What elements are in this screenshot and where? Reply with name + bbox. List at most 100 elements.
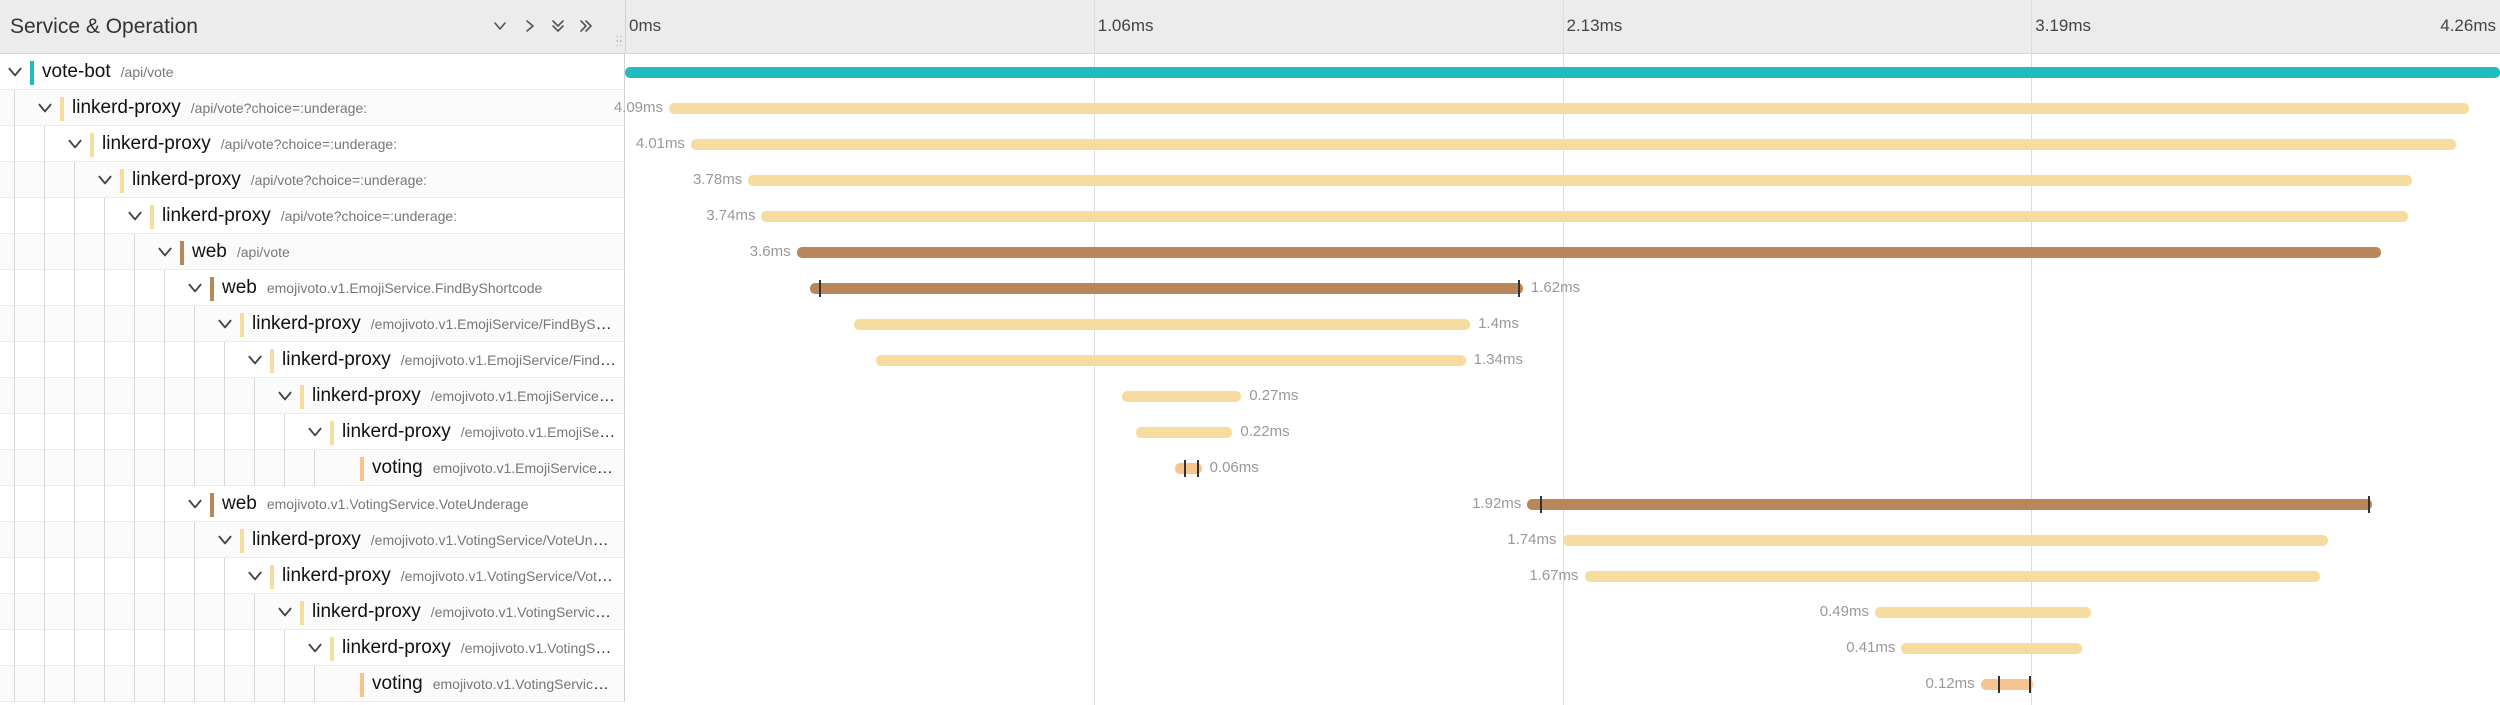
span-bar[interactable] [1527, 496, 2373, 513]
span-row[interactable]: vote-bot/api/vote [0, 54, 2500, 90]
span-timeline-cell[interactable]: 3.78ms [625, 162, 2500, 198]
expand-toggle-icon[interactable] [126, 207, 144, 225]
span-name-cell[interactable]: linkerd-proxy/emojivoto.v1.VotingService… [0, 594, 625, 630]
span-row[interactable]: web emojivoto.v1.VotingService.VoteUndera… [0, 486, 2500, 522]
span-name-cell[interactable]: linkerd-proxy/emojivoto.v1.EmojiService/… [0, 378, 625, 414]
span-timeline-cell[interactable]: 0.27ms [625, 378, 2500, 414]
span-name-cell[interactable]: linkerd-proxy/api/vote?choice=:underage: [0, 198, 625, 234]
span-bar[interactable] [1980, 676, 2034, 693]
span-row[interactable]: voting emojivoto.v1.EmojiService.FindBySh… [0, 450, 2500, 486]
span-bar[interactable] [1122, 391, 1242, 402]
span-row[interactable]: linkerd-proxy/api/vote?choice=:underage:… [0, 90, 2500, 126]
span-log-marker[interactable] [2029, 676, 2032, 693]
span-name-cell[interactable]: linkerd-proxy/api/vote?choice=:underage: [0, 126, 625, 162]
span-name-cell[interactable]: voting emojivoto.v1.EmojiService.FindBySh… [0, 450, 625, 486]
span-name-cell[interactable]: web/api/vote [0, 234, 625, 270]
span-bar[interactable] [1135, 427, 1233, 438]
span-bar[interactable] [1875, 607, 2091, 618]
expand-toggle-icon[interactable] [306, 423, 324, 441]
expand-toggle-icon[interactable] [96, 171, 114, 189]
span-name-cell[interactable]: vote-bot/api/vote [0, 54, 625, 90]
span-timeline-cell[interactable]: 3.74ms [625, 198, 2500, 234]
span-timeline-cell[interactable] [625, 54, 2500, 90]
span-bar[interactable] [761, 211, 2408, 222]
span-log-marker[interactable] [818, 280, 821, 297]
span-bar[interactable] [748, 175, 2412, 186]
expand-toggle-icon[interactable] [186, 279, 204, 297]
span-log-marker[interactable] [1518, 280, 1521, 297]
span-log-marker[interactable] [1183, 460, 1186, 477]
span-timeline-cell[interactable]: 3.6ms [625, 234, 2500, 270]
span-timeline-cell[interactable]: 4.01ms [625, 126, 2500, 162]
expand-toggle-icon[interactable] [36, 99, 54, 117]
expand-toggle-icon[interactable] [276, 387, 294, 405]
span-name-cell[interactable]: linkerd-proxy/api/vote?choice=:underage: [0, 90, 625, 126]
span-row[interactable]: linkerd-proxy/emojivoto.v1.EmojiService/… [0, 414, 2500, 450]
span-timeline-cell[interactable]: 0.22ms [625, 414, 2500, 450]
span-row[interactable]: linkerd-proxy/api/vote?choice=:underage:… [0, 198, 2500, 234]
span-timeline-cell[interactable]: 4.09ms [614, 90, 2500, 126]
span-name-cell[interactable]: linkerd-proxy/emojivoto.v1.VotingService… [0, 558, 625, 594]
span-row[interactable]: linkerd-proxy/emojivoto.v1.VotingService… [0, 558, 2500, 594]
span-log-marker[interactable] [1197, 460, 1200, 477]
expand-toggle-icon[interactable] [276, 603, 294, 621]
expand-all-icon[interactable] [574, 12, 598, 40]
span-timeline-cell[interactable]: 1.4ms [625, 306, 2500, 342]
span-name-cell[interactable]: web emojivoto.v1.VotingService.VoteUndera… [0, 486, 625, 522]
expand-toggle-icon[interactable] [246, 351, 264, 369]
expand-toggle-icon[interactable] [246, 567, 264, 585]
span-row[interactable]: linkerd-proxy/api/vote?choice=:underage:… [0, 126, 2500, 162]
span-log-marker[interactable] [2367, 496, 2370, 513]
column-resize-handle[interactable]: :::: [616, 33, 624, 48]
span-name-cell[interactable]: linkerd-proxy/emojivoto.v1.VotingService… [0, 630, 625, 666]
span-bar[interactable] [691, 139, 2456, 150]
span-row[interactable]: linkerd-proxy/emojivoto.v1.EmojiService/… [0, 306, 2500, 342]
span-bar[interactable] [853, 319, 1471, 330]
collapse-one-level-icon[interactable] [488, 12, 512, 40]
span-name-cell[interactable]: web emojivoto.v1.EmojiService.FindByShort… [0, 270, 625, 306]
span-bar[interactable] [1584, 571, 2320, 582]
span-timeline-cell[interactable]: 0.41ms [625, 630, 2500, 666]
span-bar[interactable] [875, 355, 1466, 366]
span-bar[interactable] [669, 103, 2470, 114]
span-timeline-cell[interactable]: 1.92ms [625, 486, 2500, 522]
span-timeline-cell[interactable]: 1.74ms [625, 522, 2500, 558]
span-timeline-cell[interactable]: 0.12ms [625, 666, 2500, 702]
span-row[interactable]: linkerd-proxy/emojivoto.v1.VotingService… [0, 594, 2500, 630]
span-timeline-cell[interactable]: 1.34ms [625, 342, 2500, 378]
expand-toggle-icon[interactable] [6, 63, 24, 81]
span-timeline-cell[interactable]: 1.67ms [625, 558, 2500, 594]
span-name-cell[interactable]: voting emojivoto.v1.VotingService.VoteUnd… [0, 666, 625, 702]
span-log-marker[interactable] [1998, 676, 2001, 693]
expand-toggle-icon[interactable] [186, 495, 204, 513]
span-timeline-cell[interactable]: 0.06ms [625, 450, 2500, 486]
span-row[interactable]: web emojivoto.v1.EmojiService.FindByShort… [0, 270, 2500, 306]
expand-toggle-icon[interactable] [66, 135, 84, 153]
span-bar[interactable] [1175, 460, 1202, 477]
collapse-all-icon[interactable] [546, 12, 570, 40]
span-row[interactable]: voting emojivoto.v1.VotingService.VoteUnd… [0, 666, 2500, 702]
expand-toggle-icon[interactable] [156, 243, 174, 261]
span-name-cell[interactable]: linkerd-proxy/emojivoto.v1.EmojiService/… [0, 414, 625, 450]
span-bar[interactable] [809, 280, 1523, 297]
expand-toggle-icon[interactable] [306, 639, 324, 657]
span-timeline-cell[interactable]: 1.62ms [625, 270, 2500, 306]
span-name-cell[interactable]: linkerd-proxy/emojivoto.v1.VotingService… [0, 522, 625, 558]
span-bar[interactable] [1562, 535, 2329, 546]
expand-toggle-icon[interactable] [216, 315, 234, 333]
expand-one-level-icon[interactable] [518, 12, 542, 40]
span-log-marker[interactable] [1540, 496, 1543, 513]
span-name-cell[interactable]: linkerd-proxy/api/vote?choice=:underage: [0, 162, 625, 198]
span-bar[interactable] [1901, 643, 2082, 654]
span-timeline-cell[interactable]: 0.49ms [625, 594, 2500, 630]
span-row[interactable]: linkerd-proxy/emojivoto.v1.VotingService… [0, 630, 2500, 666]
expand-toggle-icon[interactable] [216, 531, 234, 549]
span-bar[interactable] [625, 67, 2500, 78]
span-bar[interactable] [796, 247, 2382, 258]
span-row[interactable]: web/api/vote 3.6ms [0, 234, 2500, 270]
span-name-cell[interactable]: linkerd-proxy/emojivoto.v1.EmojiService/… [0, 306, 625, 342]
span-row[interactable]: linkerd-proxy/api/vote?choice=:underage:… [0, 162, 2500, 198]
span-name-cell[interactable]: linkerd-proxy/emojivoto.v1.EmojiService/… [0, 342, 625, 378]
span-row[interactable]: linkerd-proxy/emojivoto.v1.EmojiService/… [0, 342, 2500, 378]
span-row[interactable]: linkerd-proxy/emojivoto.v1.VotingService… [0, 522, 2500, 558]
